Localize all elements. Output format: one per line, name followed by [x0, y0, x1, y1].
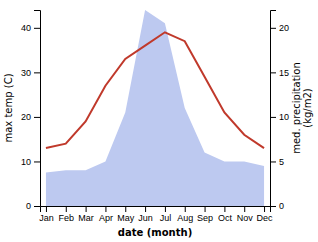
line [46, 32, 264, 148]
tick: Dec [257, 206, 274, 223]
tick: 10 [270, 112, 289, 122]
tick-mark [244, 206, 245, 212]
axis-line [41, 207, 271, 213]
tick: 20 [270, 23, 289, 33]
tick-label: Oct [218, 213, 233, 223]
tick-mark [34, 72, 40, 73]
tick-mark [270, 28, 276, 29]
y2-axis-title: med. precipitation(kg/m2) [291, 62, 313, 154]
tick-label: 30 [21, 68, 31, 78]
tick-mark [66, 206, 67, 212]
tick: 0 [270, 201, 284, 211]
tick-mark [205, 206, 206, 212]
tick-label: 5 [279, 157, 284, 167]
marks [46, 10, 264, 206]
tick: Jul [160, 206, 172, 223]
tick-label: 20 [279, 23, 289, 33]
tick: Jan [39, 206, 54, 223]
tick: May [117, 206, 135, 223]
tick-mark [34, 28, 40, 29]
tick-mark [34, 117, 40, 118]
tick: 20 [21, 112, 40, 122]
tick: Oct [218, 206, 233, 223]
tick-mark [34, 161, 40, 162]
tick-label: Feb [59, 213, 75, 223]
y-axis-title: max temp (C) [3, 73, 14, 142]
tick-label: Nov [237, 213, 254, 223]
x-axis-title: date (month) [118, 227, 192, 238]
axis-line [34, 11, 41, 207]
tick-mark [270, 72, 276, 73]
tick-label: Mar [78, 213, 94, 223]
tick-label: 0 [279, 201, 284, 211]
tick: 40 [21, 23, 40, 33]
x-axis: Jan FebMar Apr MayJun Jul Aug Sep Oct NovDec [39, 206, 273, 223]
tick-mark [270, 161, 276, 162]
tick-mark [264, 206, 265, 212]
tick-mark [185, 206, 186, 212]
tick: Sep [197, 206, 213, 223]
y2-axis-title-line: med. precipitation [291, 62, 302, 154]
tick: Nov [237, 206, 254, 223]
tick: Feb [59, 206, 75, 223]
y2-axis: 0 5 10 15 20 [270, 11, 289, 212]
tick-label: 20 [21, 112, 31, 122]
tick-mark [224, 206, 225, 212]
tick-label: Jun [138, 213, 153, 223]
tick: 30 [21, 68, 40, 78]
tick-label: 10 [279, 112, 289, 122]
tick: Aug [177, 206, 193, 223]
tick: 0 [26, 201, 40, 211]
tick-mark [145, 206, 146, 212]
tick-mark [46, 206, 47, 212]
tick-label: Dec [257, 213, 274, 223]
area [46, 10, 264, 206]
tick-label: Sep [197, 213, 213, 223]
tick: Apr [99, 206, 113, 223]
tick-mark [270, 206, 276, 207]
plot: Jan FebMar Apr MayJun Jul Aug Sep Oct NovDec 0 10 2… [21, 10, 289, 223]
tick-label: 15 [279, 68, 289, 78]
tick: 10 [21, 157, 40, 167]
tick-label: Jan [39, 213, 54, 223]
tick-label: Apr [99, 213, 113, 223]
tick-mark [86, 206, 87, 212]
tick: 15 [270, 68, 289, 78]
tick-label: Jul [160, 213, 172, 223]
tick-label: 10 [21, 157, 31, 167]
tick-mark [165, 206, 166, 212]
tick: 5 [270, 157, 284, 167]
axis-line [271, 11, 277, 207]
tick-mark [34, 206, 40, 207]
chart: Jan FebMar Apr MayJun Jul Aug Sep Oct NovDec 0 10 2… [0, 0, 318, 242]
tick-mark [105, 206, 106, 212]
tick-label: 40 [21, 23, 31, 33]
tick: Mar [78, 206, 94, 223]
tick-label: 0 [26, 201, 31, 211]
y2-axis-title-line: (kg/m2) [302, 88, 313, 128]
y-axis: 0 10 20 30 40 [21, 11, 41, 212]
tick-mark [270, 117, 276, 118]
tick-label: Aug [177, 213, 193, 223]
tick-label: May [117, 213, 135, 223]
tick: Jun [138, 206, 153, 223]
tick-mark [125, 206, 126, 212]
